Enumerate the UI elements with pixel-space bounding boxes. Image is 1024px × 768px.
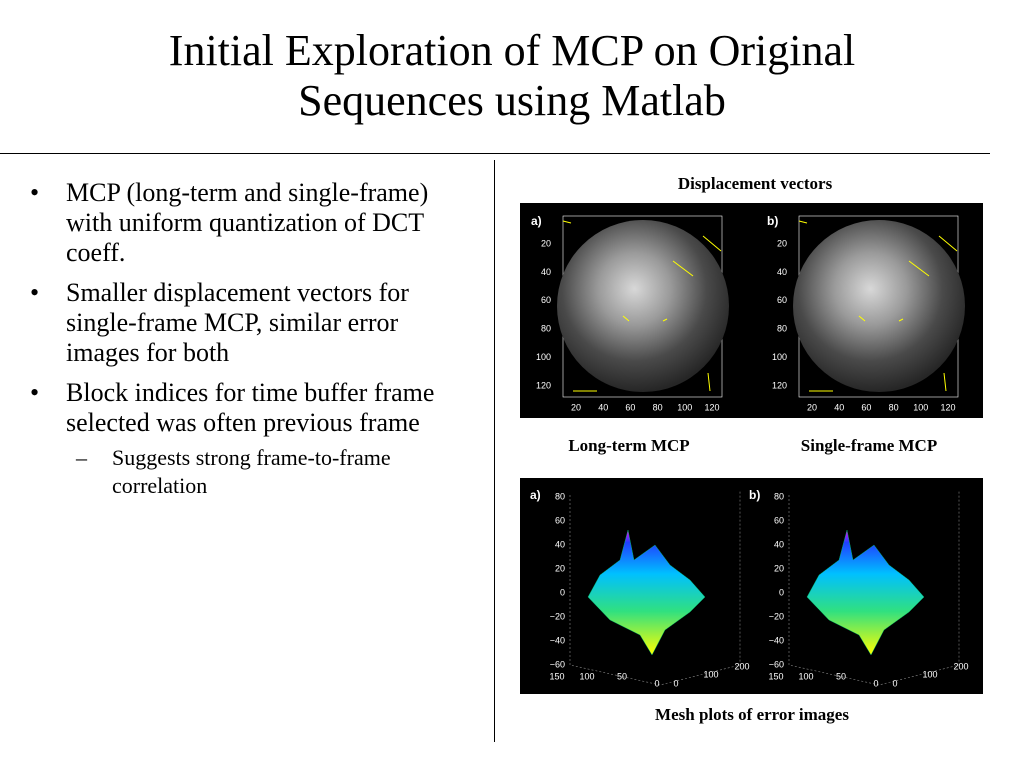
panel-label: b)	[749, 488, 760, 502]
x-tick-label: 60	[625, 402, 635, 412]
y-tick-label: 20	[541, 238, 551, 248]
vector	[938, 235, 958, 252]
axes	[788, 490, 960, 686]
caption: Mesh plots of error images	[655, 705, 849, 724]
z-tick-label: −20	[550, 611, 565, 621]
vector	[943, 372, 947, 392]
bullet: Block indices for time buffer frame sele…	[30, 378, 460, 500]
y-tick-label: 60	[541, 295, 551, 305]
mri-image	[557, 220, 729, 392]
vector	[898, 318, 904, 322]
axis-tick-label: 100	[703, 669, 718, 679]
z-tick-label: −40	[550, 635, 565, 645]
x-tick-label: 40	[834, 402, 844, 412]
z-tick-label: −60	[550, 659, 565, 669]
panel-label: a)	[530, 488, 541, 502]
x-tick-label: 120	[940, 402, 955, 412]
sub-caption: Long-term MCP	[568, 436, 689, 455]
vector	[858, 315, 866, 322]
z-tick-label: −60	[769, 659, 784, 669]
z-tick-label: 0	[779, 587, 784, 597]
x-tick-label: 80	[653, 402, 663, 412]
vector	[562, 220, 572, 224]
axis-tick-label: 200	[734, 661, 749, 671]
z-tick-label: −20	[769, 611, 784, 621]
bullet-text: Block indices for time buffer frame sele…	[66, 378, 435, 437]
caption: Displacement vectors	[678, 174, 833, 193]
vector	[798, 220, 808, 224]
y-tick-label: 100	[536, 352, 551, 362]
vector	[622, 315, 630, 322]
x-tick-label: 80	[889, 402, 899, 412]
sub-bullet: Suggests strong frame-to-frame correlati…	[66, 444, 460, 500]
x-tick-label: 120	[704, 402, 719, 412]
z-tick-label: 40	[555, 539, 565, 549]
x-tick-label: 100	[677, 402, 692, 412]
z-tick-label: 40	[774, 539, 784, 549]
bullet-text: Smaller displacement vectors for single-…	[66, 278, 409, 367]
bullet-text: MCP (long-term and single-frame) with un…	[66, 178, 429, 267]
z-tick-label: 60	[555, 515, 565, 525]
axis-tick-label: 0	[654, 678, 659, 688]
title-line: Sequences using Matlab	[298, 76, 726, 125]
axis-tick-label: 200	[953, 661, 968, 671]
z-tick-label: 0	[560, 587, 565, 597]
z-tick-label: 80	[555, 491, 565, 501]
vector	[672, 260, 694, 277]
z-tick-label: 60	[774, 515, 784, 525]
title-line: Initial Exploration of MCP on Original	[168, 26, 856, 75]
y-tick-label: 100	[772, 352, 787, 362]
vector	[908, 260, 930, 277]
y-tick-label: 80	[777, 324, 787, 334]
y-tick-label: 80	[541, 324, 551, 334]
axis-tick-label: 150	[768, 671, 783, 681]
axis-tick-label: 50	[617, 671, 627, 681]
x-tick-label: 20	[571, 402, 581, 412]
panel-label: a)	[531, 214, 542, 228]
mesh-surface	[587, 529, 706, 656]
y-tick-label: 40	[541, 267, 551, 277]
x-tick-label: 100	[913, 402, 928, 412]
axis-tick-label: 0	[873, 678, 878, 688]
bullet: MCP (long-term and single-frame) with un…	[30, 178, 460, 268]
z-tick-label: 20	[774, 563, 784, 573]
x-tick-label: 60	[861, 402, 871, 412]
z-tick-label: −40	[769, 635, 784, 645]
vector	[662, 318, 668, 322]
axis-tick-label: 50	[836, 671, 846, 681]
axes	[569, 490, 741, 686]
y-tick-label: 60	[777, 295, 787, 305]
vector	[702, 235, 722, 252]
axis-tick-label: 100	[579, 671, 594, 681]
y-tick-label: 120	[536, 380, 551, 390]
sub-caption: Single-frame MCP	[801, 436, 937, 455]
bullet-list: MCP (long-term and single-frame) with un…	[30, 178, 460, 510]
mesh-surface	[806, 529, 925, 656]
axis-tick-label: 100	[922, 669, 937, 679]
sub-list: Suggests strong frame-to-frame correlati…	[66, 444, 460, 500]
y-tick-label: 20	[777, 238, 787, 248]
vector	[707, 372, 711, 392]
axis-tick-label: 0	[673, 678, 678, 688]
mri-image	[793, 220, 965, 392]
z-tick-label: 80	[774, 491, 784, 501]
x-tick-label: 40	[598, 402, 608, 412]
x-tick-label: 20	[807, 402, 817, 412]
axis-tick-label: 0	[892, 678, 897, 688]
title: Initial Exploration of MCP on Original S…	[0, 26, 1024, 126]
bullet: Smaller displacement vectors for single-…	[30, 278, 460, 368]
y-tick-label: 40	[777, 267, 787, 277]
y-tick-label: 120	[772, 380, 787, 390]
divider	[494, 160, 495, 742]
panel-label: b)	[767, 214, 778, 228]
divider	[0, 153, 990, 154]
z-tick-label: 20	[555, 563, 565, 573]
axis-tick-label: 150	[549, 671, 564, 681]
axis-tick-label: 100	[798, 671, 813, 681]
